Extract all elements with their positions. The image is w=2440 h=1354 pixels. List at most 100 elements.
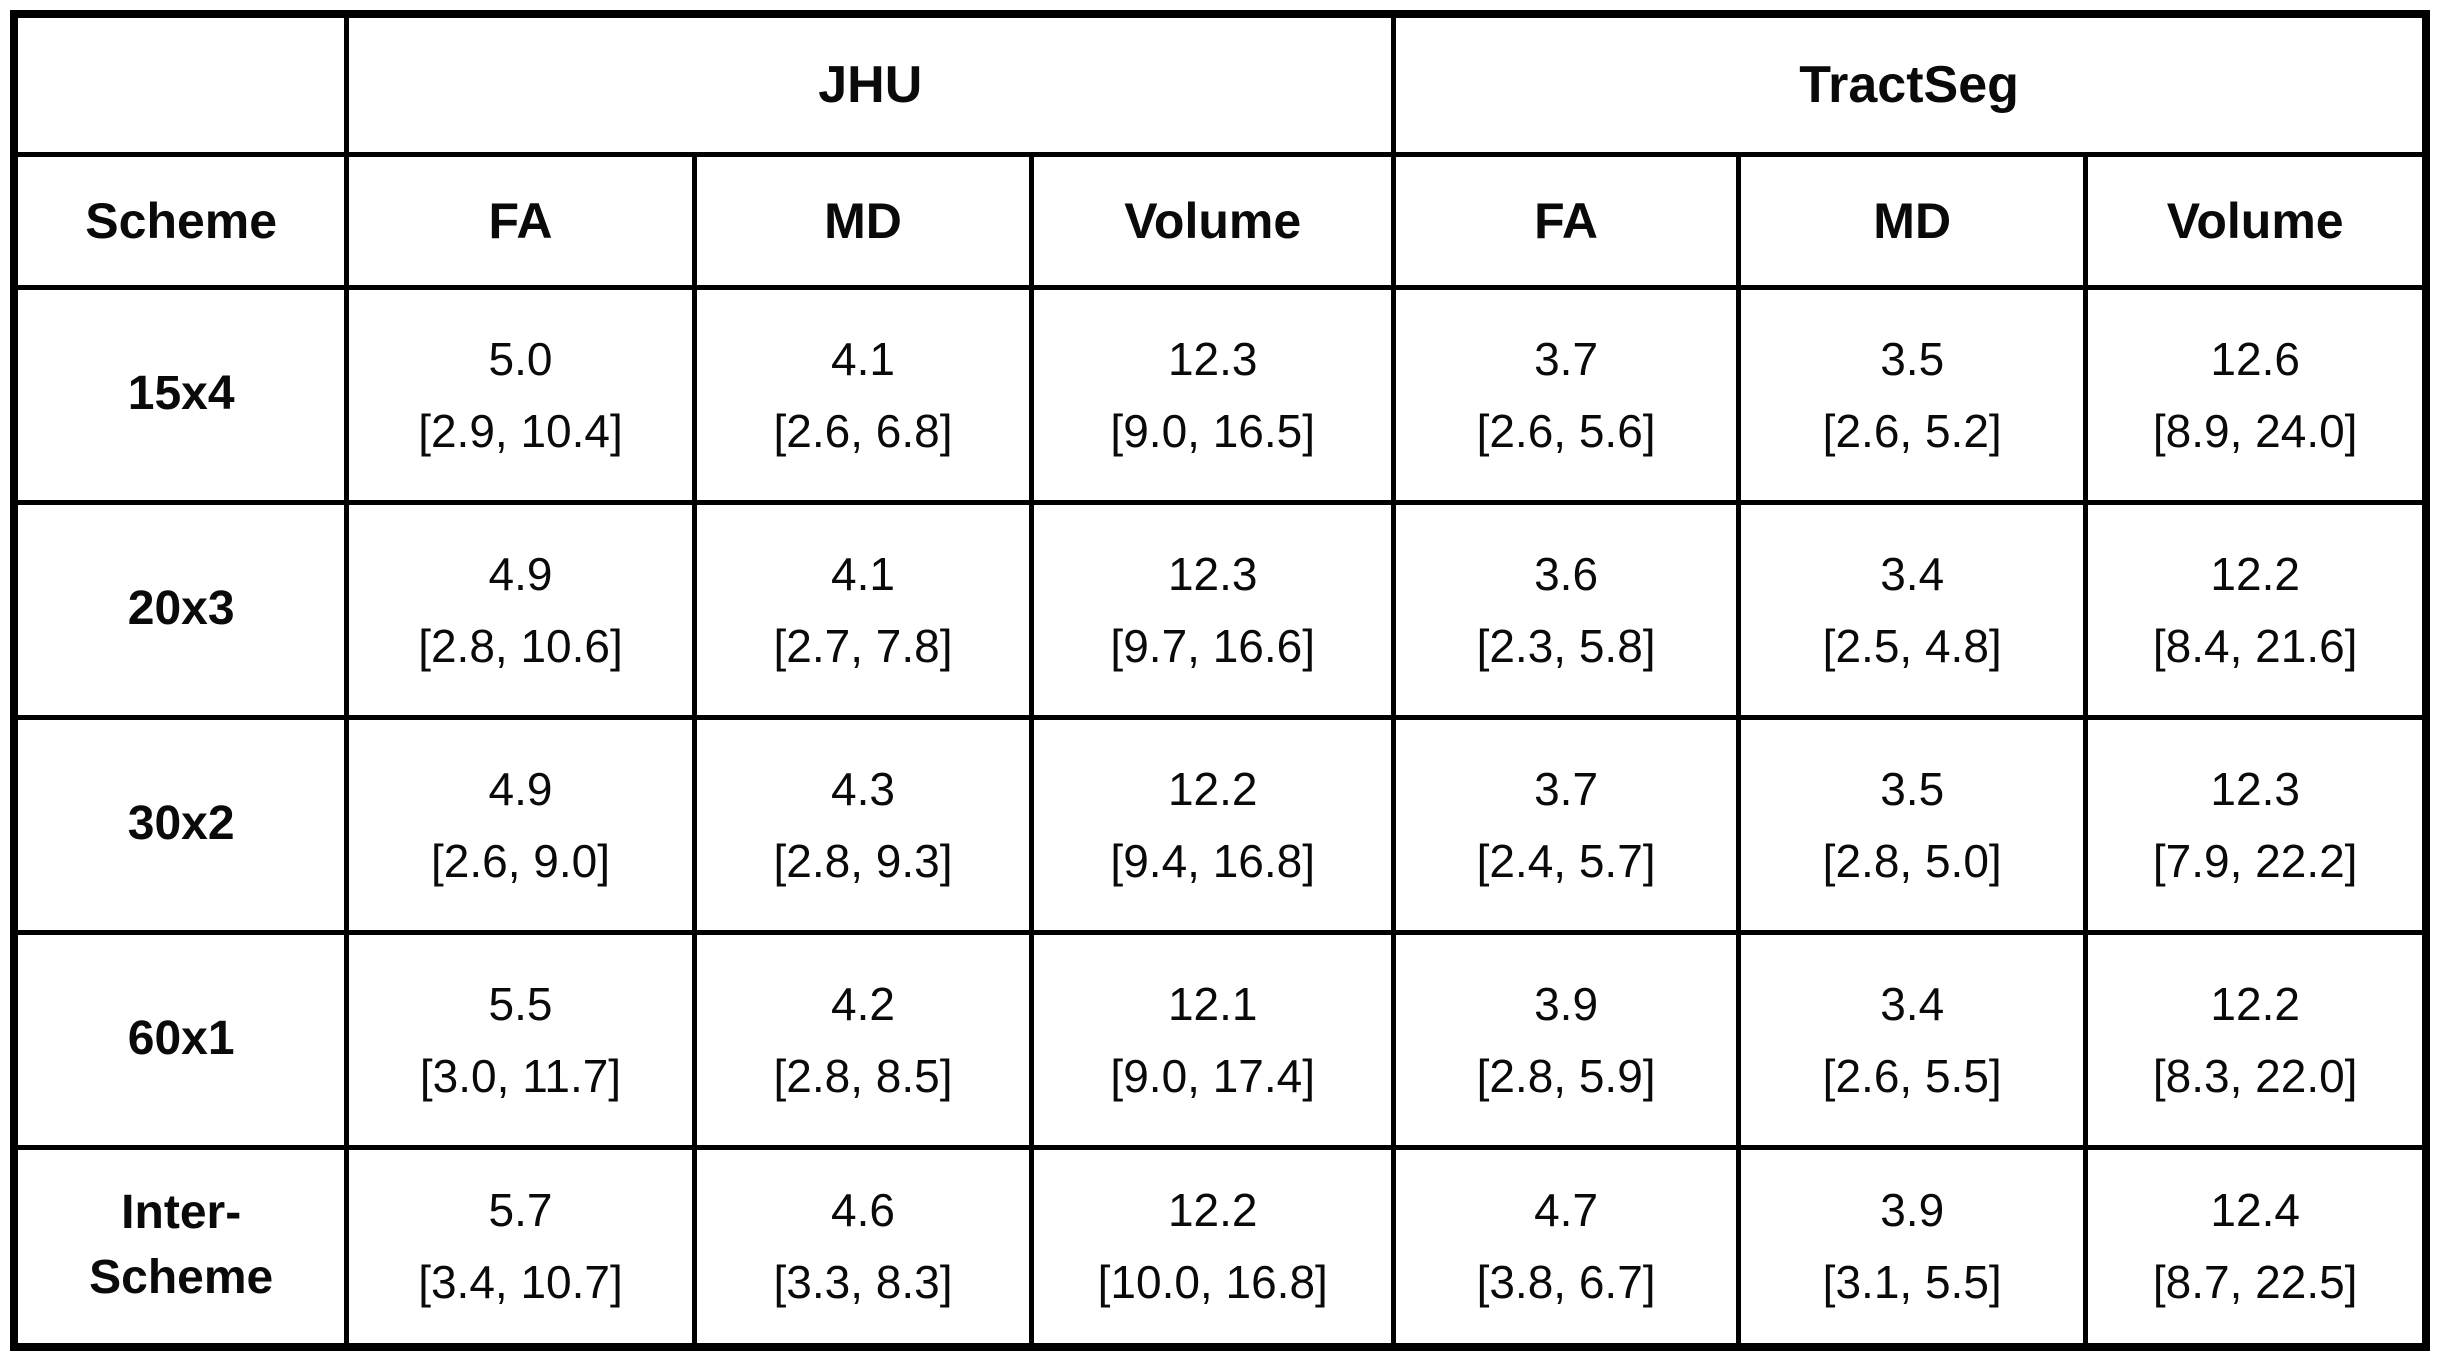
cell-range: [9.0, 17.4] <box>1110 1049 1316 1102</box>
cell-tractseg-md: 3.5 [2.6, 5.2] <box>1736 284 2089 505</box>
cell-value: 3.5 <box>1880 762 1945 815</box>
cell-value: 4.6 <box>831 1184 895 1237</box>
cell-range: [3.4, 10.7] <box>418 1256 623 1309</box>
cell-value: 4.2 <box>831 977 895 1030</box>
group-header-tractseg: TractSeg <box>1391 11 2429 157</box>
cell-value: 12.4 <box>2210 1184 2300 1237</box>
column-header-row: Scheme FA MD Volume FA MD Volume <box>11 151 2429 290</box>
cell-value: 4.9 <box>488 547 553 600</box>
cell-jhu-md: 4.1 [2.6, 6.8] <box>691 284 1035 505</box>
cell-range: [2.8, 8.5] <box>773 1049 953 1102</box>
cell-range: [3.0, 11.7] <box>419 1049 622 1102</box>
cell-value: 12.2 <box>2210 977 2300 1030</box>
cell-tractseg-md: 3.4 [2.6, 5.5] <box>1736 929 2089 1150</box>
cell-value: 12.3 <box>1167 547 1258 600</box>
cell-range: [8.4, 21.6] <box>2152 619 2358 672</box>
cell-value: 12.6 <box>2210 332 2300 385</box>
cell-range: [2.8, 9.3] <box>773 834 953 887</box>
cell-value: 5.5 <box>488 977 553 1030</box>
cell-value: 3.6 <box>1534 547 1599 600</box>
cell-range: [2.8, 5.0] <box>1822 834 2002 887</box>
table-row: Inter- Scheme 5.7 [3.4, 10.7] 4.6 [3.3, 8.… <box>11 1144 2429 1350</box>
cell-jhu-fa: 5.5 [3.0, 11.7] <box>344 929 697 1150</box>
cell-range: [9.0, 16.5] <box>1110 404 1316 457</box>
cell-range: [2.4, 5.7] <box>1476 834 1656 887</box>
cell-tractseg-fa: 3.7 [2.6, 5.6] <box>1391 284 1742 505</box>
cell-value: 5.0 <box>488 332 553 385</box>
cell-tractseg-fa: 4.7 [3.8, 6.7] <box>1391 1144 1742 1350</box>
cell-value: 4.1 <box>831 547 895 600</box>
row-label-20x3: 20x3 <box>11 499 350 720</box>
cell-tractseg-md: 3.5 [2.8, 5.0] <box>1736 714 2089 935</box>
cell-value: 12.1 <box>1167 977 1258 1030</box>
cell-jhu-fa: 4.9 [2.8, 10.6] <box>344 499 697 720</box>
cell-jhu-volume: 12.2 [10.0, 16.8] <box>1029 1144 1397 1350</box>
cell-range: [2.6, 6.8] <box>773 404 953 457</box>
cell-range: [7.9, 22.2] <box>2152 834 2358 887</box>
cell-jhu-md: 4.2 [2.8, 8.5] <box>691 929 1035 1150</box>
cell-value: 5.7 <box>488 1184 553 1237</box>
cell-value: 3.4 <box>1880 547 1945 600</box>
cell-tractseg-md: 3.9 [3.1, 5.5] <box>1736 1144 2089 1350</box>
cell-tractseg-volume: 12.2 [8.4, 21.6] <box>2083 499 2429 720</box>
cell-range: [3.1, 5.5] <box>1822 1256 2002 1309</box>
cell-jhu-volume: 12.3 [9.7, 16.6] <box>1029 499 1397 720</box>
cell-value: 3.7 <box>1534 332 1599 385</box>
column-header-scheme: Scheme <box>11 151 350 290</box>
cell-range: [9.7, 16.6] <box>1110 619 1316 672</box>
cell-range: [3.3, 8.3] <box>773 1256 953 1309</box>
cell-value: 3.7 <box>1534 762 1599 815</box>
cell-range: [8.3, 22.0] <box>2152 1049 2358 1102</box>
cell-tractseg-volume: 12.4 [8.7, 22.5] <box>2083 1144 2429 1350</box>
cell-value: 4.7 <box>1534 1184 1599 1237</box>
row-label-15x4: 15x4 <box>11 284 350 505</box>
group-header-row: JHU TractSeg <box>11 11 2429 157</box>
cell-tractseg-volume: 12.6 [8.9, 24.0] <box>2083 284 2429 505</box>
cell-jhu-md: 4.3 [2.8, 9.3] <box>691 714 1035 935</box>
cell-tractseg-volume: 12.2 [8.3, 22.0] <box>2083 929 2429 1150</box>
cell-jhu-volume: 12.2 [9.4, 16.8] <box>1029 714 1397 935</box>
cell-range: [3.8, 6.7] <box>1476 1256 1656 1309</box>
cell-tractseg-fa: 3.9 [2.8, 5.9] <box>1391 929 1742 1150</box>
cell-jhu-md: 4.6 [3.3, 8.3] <box>691 1144 1035 1350</box>
table-row: 20x3 4.9 [2.8, 10.6] 4.1 [2.7, 7.8] 12.3 [9… <box>11 499 2429 720</box>
column-header-fa-jhu: FA <box>344 151 697 290</box>
column-header-fa-tractseg: FA <box>1391 151 1742 290</box>
cell-value: 4.9 <box>488 762 553 815</box>
cell-range: [2.3, 5.8] <box>1476 619 1656 672</box>
cell-value: 12.3 <box>1167 332 1258 385</box>
cell-range: [2.6, 5.5] <box>1822 1049 2002 1102</box>
cell-jhu-fa: 4.9 [2.6, 9.0] <box>344 714 697 935</box>
table-row: 30x2 4.9 [2.6, 9.0] 4.3 [2.8, 9.3] 12.2 [9.… <box>11 714 2429 935</box>
cell-range: [8.7, 22.5] <box>2152 1256 2358 1309</box>
cell-range: [2.6, 5.2] <box>1822 404 2002 457</box>
cell-tractseg-fa: 3.7 [2.4, 5.7] <box>1391 714 1742 935</box>
cell-value: 12.2 <box>1167 762 1258 815</box>
results-table: JHU TractSeg Scheme FA MD Volume FA MD V… <box>10 10 2430 1351</box>
cell-value: 3.4 <box>1880 977 1945 1030</box>
cell-value: 3.9 <box>1534 977 1599 1030</box>
cell-range: [8.9, 24.0] <box>2152 404 2358 457</box>
cell-range: [2.8, 5.9] <box>1476 1049 1656 1102</box>
cell-jhu-fa: 5.7 [3.4, 10.7] <box>344 1144 697 1350</box>
cell-value: 12.2 <box>1167 1184 1258 1237</box>
table-row: 60x1 5.5 [3.0, 11.7] 4.2 [2.8, 8.5] 12.1 [9… <box>11 929 2429 1150</box>
cell-range: [2.6, 5.6] <box>1476 404 1656 457</box>
cell-tractseg-fa: 3.6 [2.3, 5.8] <box>1391 499 1742 720</box>
cell-range: [2.6, 9.0] <box>430 834 610 887</box>
cell-jhu-fa: 5.0 [2.9, 10.4] <box>344 284 697 505</box>
table-row: 15x4 5.0 [2.9, 10.4] 4.1 [2.6, 6.8] 12.3 [9… <box>11 284 2429 505</box>
cell-range: [2.8, 10.6] <box>418 619 623 672</box>
column-header-md-jhu: MD <box>691 151 1035 290</box>
cell-tractseg-volume: 12.3 [7.9, 22.2] <box>2083 714 2429 935</box>
corner-cell <box>11 11 350 157</box>
group-header-jhu: JHU <box>344 11 1397 157</box>
cell-value: 3.9 <box>1880 1184 1945 1237</box>
row-label-30x2: 30x2 <box>11 714 350 935</box>
cell-range: [2.5, 4.8] <box>1822 619 2002 672</box>
cell-value: 4.3 <box>831 762 895 815</box>
column-header-volume-jhu: Volume <box>1029 151 1397 290</box>
cell-range: [9.4, 16.8] <box>1110 834 1316 887</box>
cell-value: 12.3 <box>2210 762 2300 815</box>
cell-tractseg-md: 3.4 [2.5, 4.8] <box>1736 499 2089 720</box>
